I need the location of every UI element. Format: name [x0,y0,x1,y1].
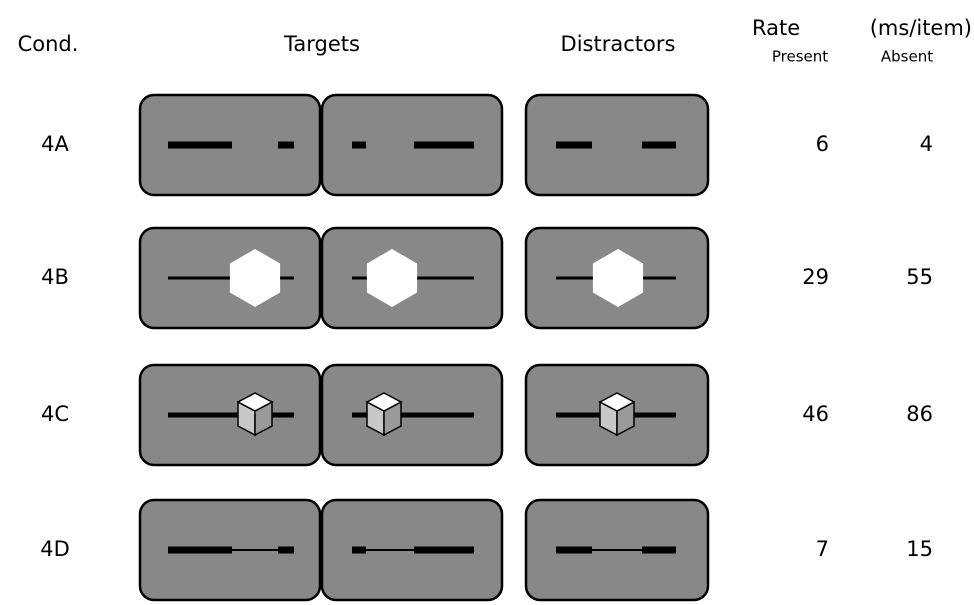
cond-label: 4D [40,537,70,561]
panel [320,93,504,197]
rate-absent: 15 [906,537,933,561]
cond-label: 4B [41,265,69,289]
rate-present: 29 [802,265,829,289]
header-present: Present [772,48,828,66]
cond-label: 4A [41,132,69,156]
cube-top [236,392,274,412]
rate-present: 7 [816,537,829,561]
header-distractors: Distractors [561,32,676,56]
header-targets: Targets [283,32,360,56]
header-cond: Cond. [18,32,79,56]
cube-top [598,392,636,412]
header-rate: Rate [752,16,800,40]
panel [524,93,710,197]
rate-present: 46 [802,402,829,426]
hexagon [592,249,644,307]
rate-present: 6 [816,132,829,156]
rate-absent: 86 [906,402,933,426]
rate-absent: 4 [920,132,933,156]
header-absent: Absent [881,48,933,66]
header-unit: (ms/item) [870,16,972,40]
rate-absent: 55 [906,265,933,289]
cond-label: 4C [41,402,69,426]
cube-top [365,392,403,412]
hexagon [366,249,418,307]
hexagon [229,249,281,307]
